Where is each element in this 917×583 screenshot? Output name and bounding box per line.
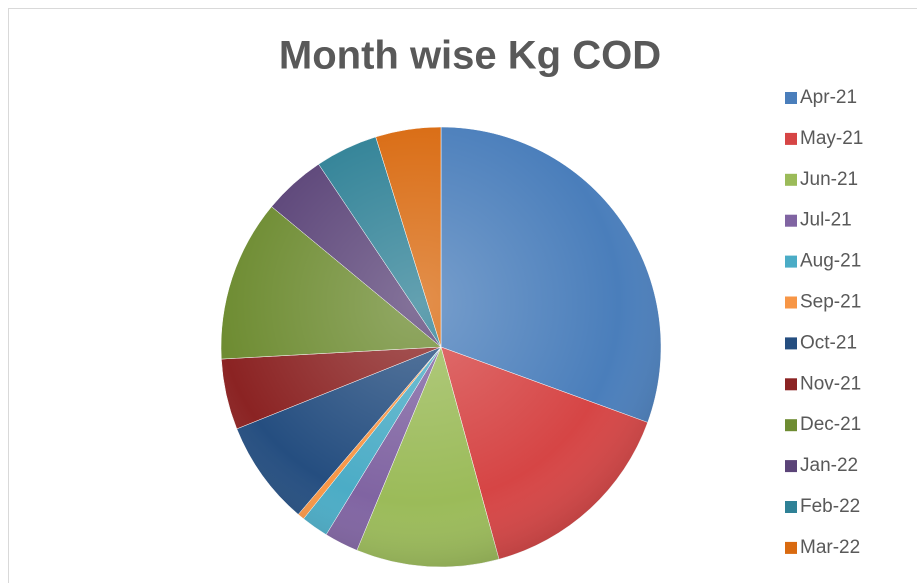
legend-swatch [785,132,797,145]
chart-title: Month wise Kg COD [279,34,661,78]
legend-swatch [785,378,797,391]
legend-swatch [785,214,797,227]
legend-label: May-21 [800,128,863,149]
legend-swatch [785,501,797,513]
legend-label: Feb-22 [800,496,860,517]
legend-label: Sep-21 [800,292,861,313]
legend-swatch [785,541,797,554]
legend-label: Jun-21 [800,169,858,190]
legend-label: Jan-22 [800,455,858,476]
legend-swatch [785,173,797,186]
legend-swatch [785,92,797,104]
legend-label: Aug-21 [800,251,861,272]
legend-label: Oct-21 [800,332,857,353]
legend-label: Dec-21 [800,414,861,435]
legend-label: Jul-21 [800,210,852,231]
legend-label: Nov-21 [800,373,861,394]
legend-swatch [785,419,797,432]
legend-label: Mar-22 [800,537,860,558]
legend-swatch [785,460,797,473]
legend-swatch [785,337,797,350]
legend-swatch [785,296,797,309]
legend-swatch [785,255,797,268]
legend-label: Apr-21 [800,87,857,108]
